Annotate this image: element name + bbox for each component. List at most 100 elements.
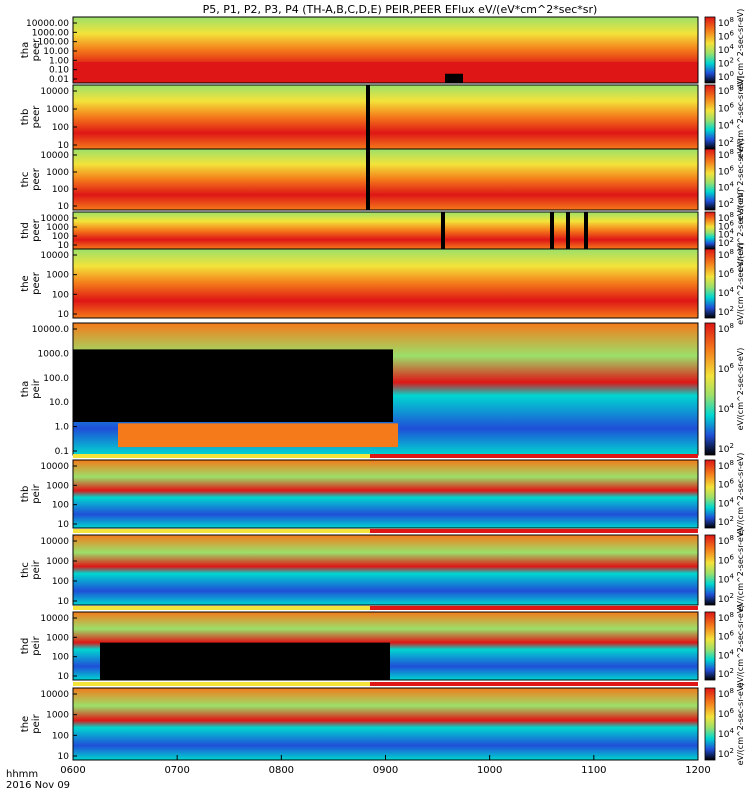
- y-tick-label-thc_peer: 1000: [46, 168, 69, 178]
- status-bar-red-thb_peir: [370, 529, 698, 533]
- y-tick-label-thb_peir: 10: [58, 520, 70, 530]
- chart-title: P5, P1, P2, P3, P4 (TH-A,B,C,D,E) PEIR,P…: [203, 3, 598, 16]
- colorbar-tick-label-tha_peir: 102: [718, 442, 734, 455]
- colorbar-tick-label-thb_peir: 102: [718, 515, 734, 528]
- x-tick-label: 1000: [477, 765, 502, 776]
- y-tick-label-tha_peer: 0.01: [49, 75, 69, 85]
- spike-line-thc_peer: [366, 149, 370, 210]
- y-tick-label-thb_peir: 1000: [46, 481, 69, 491]
- y-tick-label-the_peir: 10000: [40, 690, 69, 700]
- y-tick-label-tha_peir: 10000.0: [32, 325, 69, 335]
- y-axis-label-thb_peer: thbpeer: [20, 105, 42, 129]
- y-tick-label-tha_peer: 1000.00: [32, 28, 69, 38]
- y-tick-label-tha_peer: 1.00: [49, 56, 69, 66]
- colorbar-tick-label-thc_peir: 106: [718, 553, 734, 566]
- colorbar-tick-label-thd_peir: 104: [718, 648, 734, 661]
- spike-line-thd-4: [584, 212, 588, 249]
- panel-frame-thc_peir: [72, 534, 699, 606]
- panel-tha_peir: 10000.0 1000.0 100.0 10.0 1.0 0.1 thapeir 108 10…: [20, 322, 734, 458]
- colorbar-tick-label-tha_peer: 102: [718, 57, 734, 70]
- y-tick-label-thb_peer: 100: [52, 123, 69, 133]
- colorbar-tick-label-thb_peer: 108: [718, 84, 734, 97]
- spike-line-thd-1: [441, 212, 445, 249]
- y-tick-label-thb_peir: 10000: [40, 462, 69, 472]
- y-tick-label-the_peir: 100: [52, 731, 69, 741]
- colorbar-tick-label-tha_peer: 100: [718, 70, 734, 83]
- y-tick-label-thc_peir: 100: [52, 577, 69, 587]
- panel-thd_peir: 10000 1000 100 10 thdpeir 108 106 104 102: [20, 611, 734, 686]
- colorbar-tick-label-thc_peer: 108: [718, 148, 734, 161]
- panel-the_peir: 10000 1000 100 10 thepeir 108 106 104 102: [20, 687, 734, 762]
- y-tick-label-thd_peir: 100: [52, 653, 69, 663]
- y-axis-label-thd_peer: thdpeer: [20, 218, 42, 242]
- colorbar-thd_peir: [704, 611, 716, 681]
- spectrogram-thc_peer: [73, 149, 698, 210]
- status-bar-red-thc_peir: [370, 606, 698, 610]
- colorbar-tick-label-the_peer: 104: [718, 286, 734, 299]
- colorbar-thb_peir: [704, 459, 716, 529]
- colorbar-tick-label-the_peer: 106: [718, 267, 734, 280]
- spectrogram-thc_peir: [73, 535, 698, 605]
- colorbar-thd_peer: [704, 211, 716, 250]
- y-tick-label-thc_peir: 10: [58, 597, 70, 607]
- background-black-region-tha-peir: [73, 349, 393, 422]
- colorbar-thb_peer: [704, 84, 716, 150]
- data-gap-tha: [445, 73, 463, 83]
- colorbar-side-label: eV/(cm^2-sec-sr-eV): [736, 605, 745, 688]
- colorbar-tick-label-thb_peer: 106: [718, 101, 734, 114]
- y-tick-label-tha_peir: 1.0: [55, 423, 70, 433]
- colorbar-tick-label-thd_peir: 108: [718, 611, 734, 624]
- colorbar-tick-label-the_peir: 108: [718, 687, 734, 700]
- colorbar-tick-label-thc_peir: 104: [718, 573, 734, 586]
- colorbar-tick-label-thb_peer: 102: [718, 136, 734, 149]
- y-tick-label-the_peer: 100: [52, 290, 69, 300]
- y-axis-label-tha_peer: thapeer: [20, 38, 42, 62]
- spectrogram-the_peer: [73, 249, 698, 318]
- y-tick-label-tha_peer: 100.00: [38, 38, 70, 48]
- colorbar-side-label: eV/(cm^2-sec-sr-eV): [736, 529, 745, 612]
- colorbar-side-labels: eV/(cm^2-sec-sr-eV)eV/(cm^2-sec-sr-eV)eV…: [736, 9, 745, 766]
- y-tick-label-tha_peer: 10000.00: [26, 19, 69, 29]
- colorbar-tick-label-thd_peir: 106: [718, 630, 734, 643]
- spike-line-thd-3: [566, 212, 570, 249]
- y-tick-label-tha_peir: 1000.0: [38, 349, 70, 359]
- panel-thc_peir: 10000 1000 100 10 thcpeir 108 106 104 102: [20, 534, 734, 610]
- colorbar-tick-label-the_peir: 102: [718, 747, 734, 760]
- y-tick-label-thc_peir: 1000: [46, 557, 69, 567]
- panel-thb_peir: 10000 1000 100 10 thbpeir 108 106 104 102: [20, 459, 734, 533]
- colorbar-side-label: eV/(cm^2-sec-sr-eV): [736, 683, 745, 766]
- y-tick-label-tha_peir: 100.0: [43, 374, 69, 384]
- y-tick-label-thc_peer: 10000: [40, 151, 69, 161]
- y-tick-label-tha_peer: 0.10: [49, 66, 69, 76]
- y-tick-label-thd_peer: 1000: [46, 223, 69, 233]
- y-tick-label-the_peir: 1000: [46, 711, 69, 721]
- background-black-region-thd-peir: [100, 642, 390, 680]
- colorbar-tick-label-tha_peer: 106: [718, 30, 734, 43]
- x-axis-label-line2: 2016 Nov 09: [6, 780, 70, 791]
- x-tick-label: 0900: [373, 765, 398, 776]
- y-tick-label-thd_peir: 10000: [40, 614, 69, 624]
- y-tick-label-tha_peir: 0.1: [55, 447, 69, 457]
- spectrogram-the_peir: [73, 688, 698, 760]
- colorbar-the_peir: [704, 687, 716, 761]
- colorbar-side-label: eV/(cm^2-sec-sr-eV): [736, 348, 745, 431]
- spectrogram-thd_peer: [73, 212, 698, 249]
- colorbar-side-label: eV/(cm^2-sec-sr-eV): [736, 189, 745, 272]
- y-tick-label-thd_peer: 10: [58, 241, 70, 251]
- y-tick-label-the_peer: 10: [58, 310, 70, 320]
- spectrogram-thb_peir: [73, 460, 698, 528]
- colorbar-tick-label-thc_peer: 106: [718, 164, 734, 177]
- y-axis-label-the_peir: thepeir: [20, 713, 42, 733]
- y-tick-label-tha_peir: 10.0: [49, 398, 69, 408]
- colorbar-tick-label-thd_peir: 102: [718, 667, 734, 680]
- y-tick-label-thd_peer: 100: [52, 232, 69, 242]
- y-axis-label-thd_peir: thdpeir: [20, 635, 42, 655]
- y-tick-label-thc_peer: 10: [58, 202, 70, 212]
- colorbar-tick-label-the_peir: 104: [718, 727, 734, 740]
- panel-frame-thc_peer: [72, 148, 699, 211]
- colorbar-tha_peer: [704, 16, 716, 84]
- colorbar-side-label: eV/(cm^2-sec-sr-eV): [736, 453, 745, 536]
